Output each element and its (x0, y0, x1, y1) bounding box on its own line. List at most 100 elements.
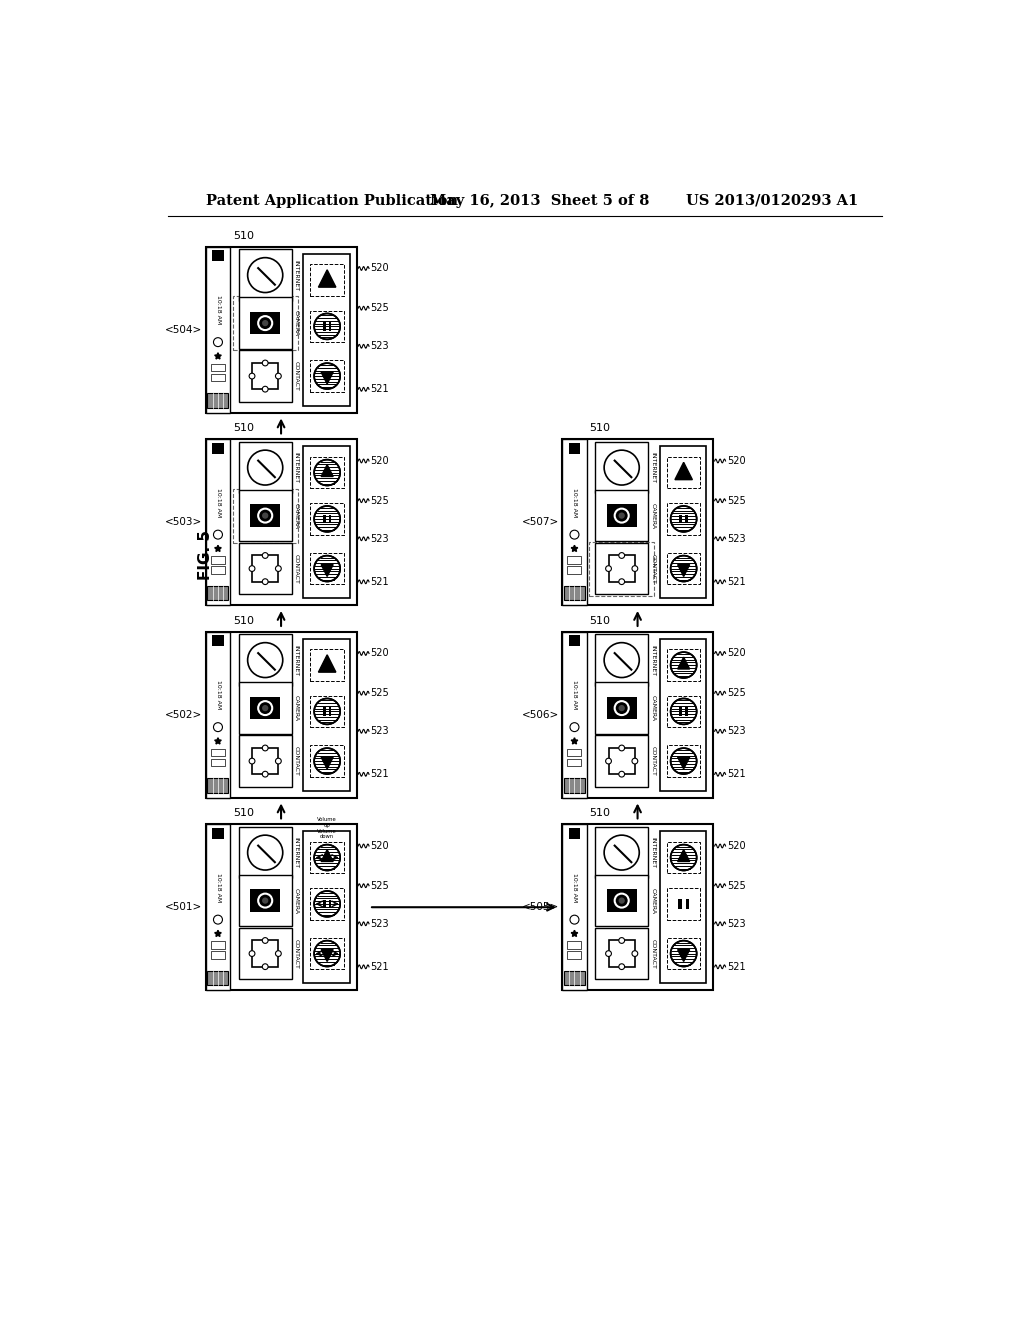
Bar (239, 249, 292, 301)
Bar (685, 708, 688, 715)
Circle shape (275, 374, 282, 379)
Bar (239, 826, 292, 878)
Bar (679, 708, 682, 715)
Bar (329, 515, 332, 523)
Text: CONTACT: CONTACT (294, 746, 299, 776)
Text: CAMERA: CAMERA (650, 503, 655, 529)
Text: CONTACT: CONTACT (650, 553, 655, 583)
Bar (211, 748, 225, 756)
Text: CONTACT: CONTACT (294, 362, 299, 391)
Text: 521: 521 (371, 384, 389, 395)
Bar (303, 832, 350, 983)
Bar (667, 553, 700, 585)
Bar (206, 825, 230, 990)
Bar (239, 875, 292, 927)
Bar (211, 759, 225, 766)
Circle shape (262, 387, 268, 392)
Bar (310, 310, 344, 342)
Text: 525: 525 (371, 496, 389, 506)
Bar (310, 696, 344, 727)
Bar (310, 264, 344, 296)
Circle shape (249, 566, 255, 572)
Text: 521: 521 (727, 577, 745, 587)
Bar (206, 247, 230, 412)
Bar (667, 888, 700, 920)
Bar (567, 952, 582, 958)
Polygon shape (571, 931, 578, 936)
Bar (208, 779, 228, 792)
Text: 10:18 AM: 10:18 AM (572, 680, 578, 709)
Text: 525: 525 (371, 880, 389, 891)
Text: 521: 521 (371, 962, 389, 972)
Circle shape (632, 950, 638, 957)
Polygon shape (318, 655, 336, 672)
Text: CAMERA: CAMERA (650, 696, 655, 721)
Bar (667, 842, 700, 874)
Polygon shape (318, 269, 336, 288)
Circle shape (314, 459, 340, 486)
Circle shape (605, 950, 611, 957)
Circle shape (258, 701, 272, 715)
Bar (213, 442, 223, 454)
Bar (659, 832, 707, 983)
Bar (310, 457, 344, 488)
Circle shape (314, 845, 340, 870)
Text: 10:18 AM: 10:18 AM (216, 296, 221, 325)
Text: <502>: <502> (165, 710, 203, 719)
Circle shape (275, 758, 282, 764)
Bar (607, 697, 637, 719)
Bar (252, 940, 279, 966)
Circle shape (262, 771, 268, 777)
Bar (211, 566, 225, 574)
Bar (232, 296, 298, 350)
Bar (239, 928, 292, 979)
Polygon shape (571, 738, 578, 744)
Bar (595, 442, 648, 494)
Text: Volume
up
Volume
down: Volume up Volume down (317, 817, 337, 840)
Polygon shape (215, 545, 221, 552)
Circle shape (618, 744, 625, 751)
Text: 510: 510 (589, 616, 610, 626)
Text: 525: 525 (727, 880, 745, 891)
Bar (206, 440, 230, 605)
Bar (213, 635, 223, 645)
Bar (232, 488, 298, 543)
Circle shape (258, 508, 272, 523)
Bar (589, 541, 654, 595)
Bar (595, 543, 648, 594)
Text: 520: 520 (371, 648, 389, 659)
Bar (208, 586, 228, 601)
Text: May 16, 2013  Sheet 5 of 8: May 16, 2013 Sheet 5 of 8 (430, 194, 649, 207)
Bar (310, 746, 344, 777)
Bar (250, 312, 281, 334)
Bar (310, 553, 344, 585)
Text: CAMERA: CAMERA (294, 503, 299, 529)
Bar (685, 515, 688, 523)
Circle shape (671, 748, 696, 774)
Text: 525: 525 (371, 304, 389, 313)
Circle shape (314, 941, 340, 966)
Bar (608, 940, 635, 966)
Circle shape (671, 941, 696, 966)
Polygon shape (322, 465, 333, 477)
Bar (562, 632, 713, 797)
Bar (310, 937, 344, 969)
Circle shape (249, 374, 255, 379)
Text: 10:18 AM: 10:18 AM (572, 873, 578, 902)
Text: 10:18 AM: 10:18 AM (572, 487, 578, 517)
Circle shape (614, 894, 629, 908)
Circle shape (618, 578, 625, 585)
Text: INTERNET: INTERNET (650, 837, 655, 869)
Text: CAMERA: CAMERA (294, 310, 299, 337)
Bar (208, 393, 228, 408)
Bar (595, 826, 648, 878)
Polygon shape (215, 352, 221, 359)
Bar (303, 253, 350, 405)
Bar (564, 586, 585, 601)
Bar (252, 556, 279, 582)
Circle shape (262, 578, 268, 585)
Bar (595, 928, 648, 979)
Text: 521: 521 (727, 962, 745, 972)
Circle shape (314, 891, 340, 917)
Bar (329, 708, 332, 715)
